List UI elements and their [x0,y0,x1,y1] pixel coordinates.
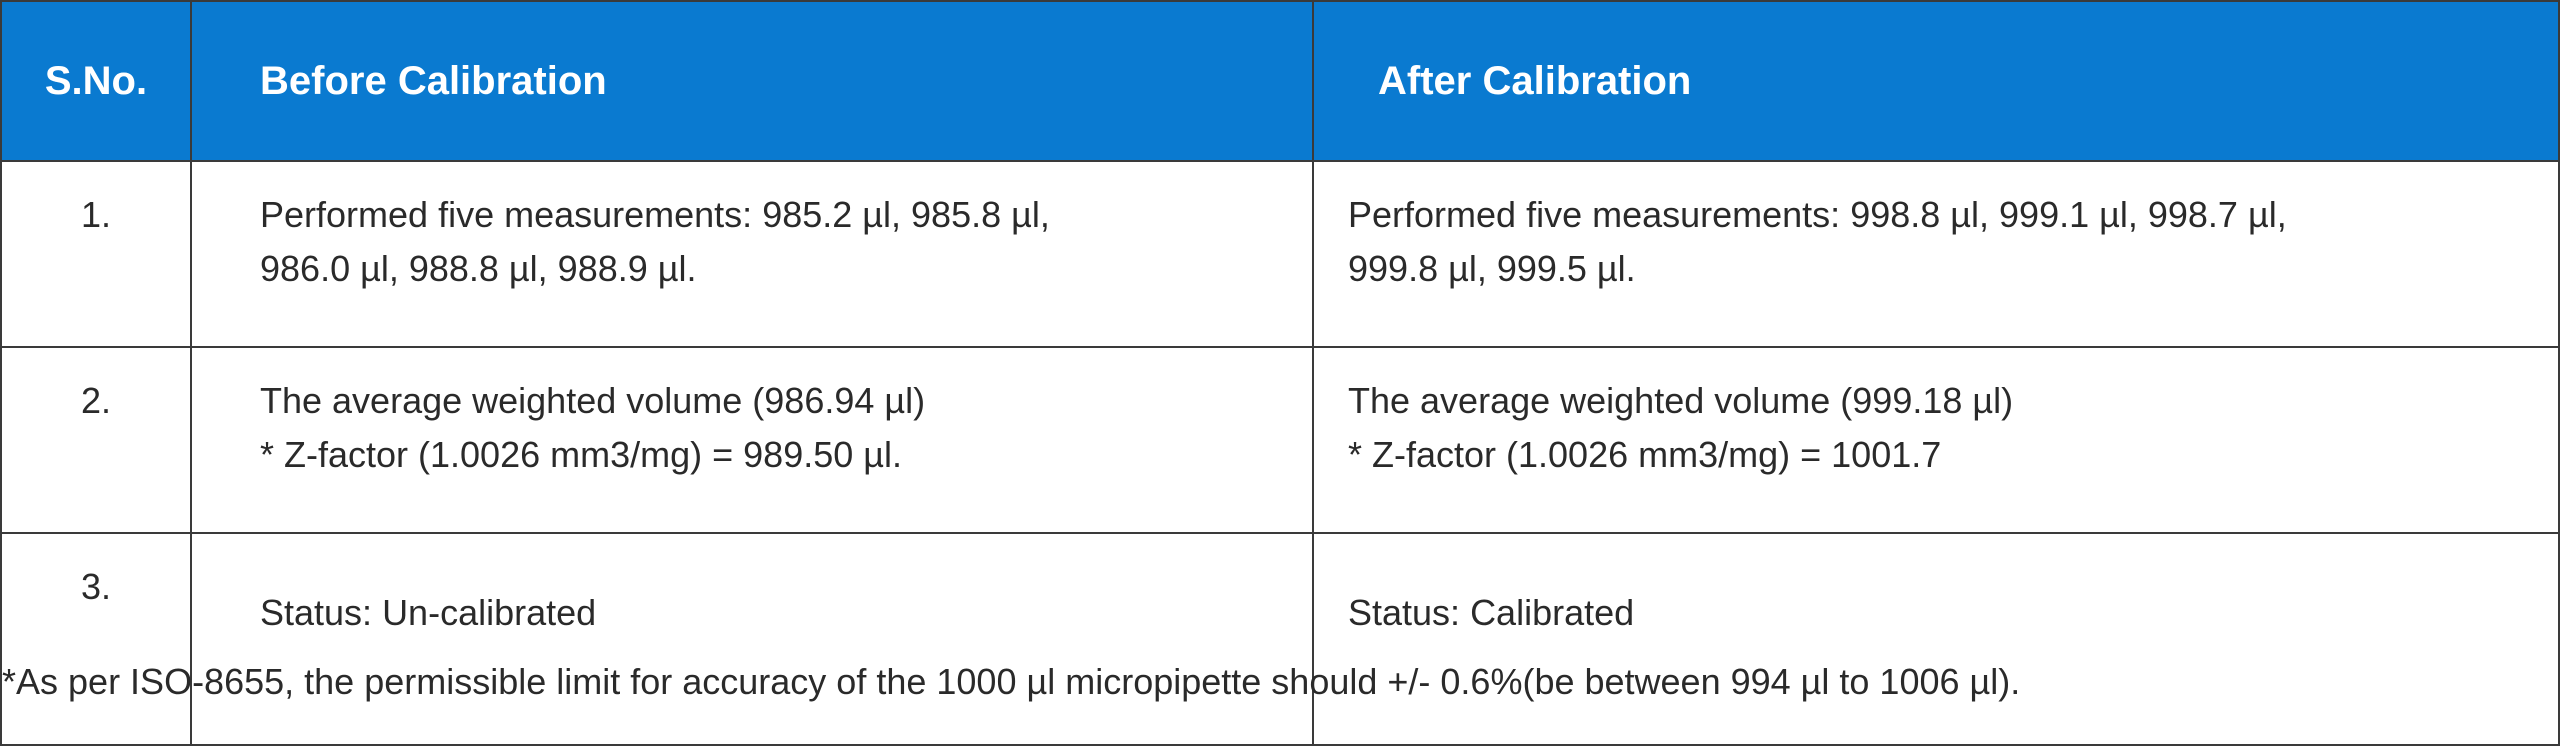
status-text: Status: Calibrated [1348,592,1635,633]
footnote: *As per ISO-8655, the permissible limit … [2,661,2021,702]
cell-text-line: * Z-factor (1.0026 mm3/mg) = 989.50 µl. [260,434,903,475]
cell-text-line: * Z-factor (1.0026 mm3/mg) = 1001.7 [1348,434,1942,475]
cell-text-line: 999.8 µl, 999.5 µl. [1348,248,1636,289]
after-calibration-cell: The average weighted volume (999.18 µl) … [1312,346,2560,534]
table-body: 1. Performed five measurements: 985.2 µl… [0,160,2560,746]
table-header: S.No. Before Calibration After Calibrati… [0,0,2560,162]
row-number: 3. [0,532,192,746]
cell-text-line: 986.0 µl, 988.8 µl, 988.9 µl. [260,248,697,289]
before-calibration-cell: Performed five measurements: 985.2 µl, 9… [190,160,1314,348]
row-number: 1. [0,160,192,348]
after-calibration-cell: Performed five measurements: 998.8 µl, 9… [1312,160,2560,348]
status-text: Status: Un-calibrated [260,592,597,633]
header-row: S.No. Before Calibration After Calibrati… [0,0,2560,162]
table-row: 3. Status: Un-calibrated Status: Calibra… [0,532,2560,746]
row-number: 2. [0,346,192,534]
header-sno: S.No. [0,0,192,162]
before-calibration-cell: The average weighted volume (986.94 µl) … [190,346,1314,534]
cell-text-line: Performed five measurements: 998.8 µl, 9… [1348,194,2287,235]
table-row: 1. Performed five measurements: 985.2 µl… [0,160,2560,348]
table-row: 2. The average weighted volume (986.94 µ… [0,346,2560,534]
after-calibration-cell: Status: Calibrated [1312,532,2560,746]
cell-text-line: The average weighted volume (986.94 µl) [260,380,926,421]
cell-text-line: The average weighted volume (999.18 µl) [1348,380,2014,421]
cell-text-line: Performed five measurements: 985.2 µl, 9… [260,194,1050,235]
before-calibration-cell: Status: Un-calibrated [190,532,1314,746]
header-before-calibration: Before Calibration [190,0,1314,162]
header-after-calibration: After Calibration [1312,0,2560,162]
